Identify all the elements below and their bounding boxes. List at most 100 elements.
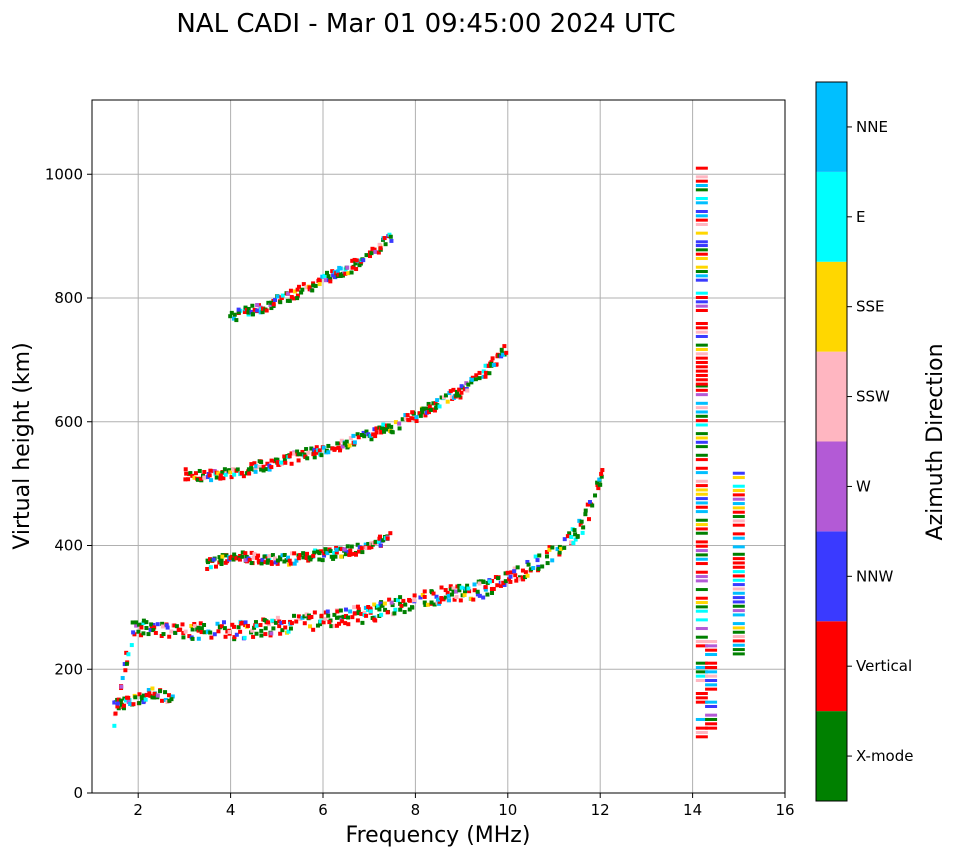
echo-mark xyxy=(695,726,708,730)
echo-mark xyxy=(481,579,486,584)
echo-mark xyxy=(597,477,602,482)
echo-mark xyxy=(355,432,360,437)
colorbar-tick-label: W xyxy=(856,477,871,495)
x-axis-label: Frequency (MHz) xyxy=(346,823,531,848)
echo-mark xyxy=(478,579,483,584)
echo-mark xyxy=(422,589,427,594)
echo-mark xyxy=(278,557,283,562)
echo-mark xyxy=(695,356,708,360)
echo-mark xyxy=(695,523,708,527)
echo-mark xyxy=(217,560,222,565)
echo-mark xyxy=(273,620,278,625)
echo-mark xyxy=(705,726,718,730)
echo-mark xyxy=(401,598,406,603)
plot-marks xyxy=(112,166,745,739)
colorbar-segment xyxy=(816,441,847,532)
echo-mark xyxy=(705,648,718,652)
echo-mark xyxy=(695,184,708,188)
echo-mark xyxy=(326,274,331,279)
echo-mark xyxy=(319,613,324,618)
echo-mark xyxy=(508,579,513,584)
echo-mark xyxy=(695,445,708,449)
echo-mark xyxy=(477,370,482,375)
echo-mark xyxy=(695,265,708,269)
echo-mark xyxy=(311,281,316,286)
echo-mark xyxy=(695,369,708,373)
echo-mark xyxy=(537,553,542,558)
echo-mark xyxy=(695,214,708,218)
echo-mark xyxy=(251,555,256,560)
echo-mark xyxy=(565,534,570,539)
echo-mark xyxy=(441,395,446,400)
echo-mark xyxy=(544,550,549,555)
echo-mark xyxy=(269,458,274,463)
echo-mark xyxy=(590,503,595,508)
echo-mark xyxy=(705,679,718,683)
colorbar-tick-label: NNE xyxy=(856,118,888,136)
echo-mark xyxy=(390,603,395,608)
echo-mark xyxy=(219,558,224,563)
echo-mark xyxy=(348,552,353,557)
echo-mark xyxy=(292,561,297,566)
echo-mark xyxy=(263,632,268,637)
colorbar-segment xyxy=(816,82,847,172)
echo-mark xyxy=(276,462,281,467)
echo-mark xyxy=(498,583,503,588)
echo-mark xyxy=(296,284,301,289)
echo-mark xyxy=(306,558,311,563)
echo-mark xyxy=(695,527,708,531)
echo-mark xyxy=(462,589,467,594)
echo-mark xyxy=(249,560,254,565)
colorbar-segment xyxy=(816,621,847,712)
echo-mark xyxy=(327,620,332,625)
echo-mark xyxy=(600,468,605,473)
echo-mark xyxy=(695,557,708,561)
echo-mark xyxy=(501,352,506,357)
echo-mark xyxy=(403,416,408,421)
echo-mark xyxy=(137,701,142,706)
echo-mark xyxy=(184,471,189,476)
echo-mark xyxy=(383,607,388,612)
echo-mark xyxy=(443,393,448,398)
echo-mark xyxy=(695,579,708,583)
echo-mark xyxy=(732,523,745,527)
echo-mark xyxy=(695,692,708,695)
echo-mark xyxy=(332,447,337,452)
echo-mark xyxy=(573,532,578,537)
echo-mark xyxy=(197,468,202,473)
echo-mark xyxy=(368,607,373,612)
echo-mark xyxy=(340,273,345,278)
echo-mark xyxy=(323,278,328,283)
echo-mark xyxy=(252,552,257,557)
echo-mark xyxy=(361,258,366,263)
echo-mark xyxy=(205,558,210,563)
echo-mark xyxy=(343,271,348,276)
echo-mark xyxy=(320,274,325,279)
echo-mark xyxy=(402,610,407,615)
echo-mark xyxy=(337,265,342,270)
echo-mark xyxy=(289,461,294,466)
echo-mark xyxy=(209,635,214,640)
echo-mark xyxy=(579,519,584,524)
echo-mark xyxy=(695,201,708,205)
echo-mark xyxy=(562,537,567,542)
echo-mark xyxy=(695,321,708,325)
echo-mark xyxy=(385,536,390,541)
echo-mark xyxy=(512,566,517,571)
colorbar-tick-label: X-mode xyxy=(856,747,913,765)
echo-mark xyxy=(695,453,708,457)
echo-mark xyxy=(412,598,417,603)
echo-mark xyxy=(231,624,236,629)
echo-mark xyxy=(231,557,236,562)
echo-mark xyxy=(695,466,708,470)
echo-mark xyxy=(399,603,404,608)
echo-mark xyxy=(398,607,403,612)
echo-mark xyxy=(258,623,263,628)
echo-mark xyxy=(362,434,367,439)
echo-mark xyxy=(229,310,234,315)
echo-mark xyxy=(732,643,745,647)
echo-mark xyxy=(382,601,387,606)
echo-mark xyxy=(732,570,745,574)
echo-mark xyxy=(373,434,378,439)
echo-mark xyxy=(280,293,285,298)
